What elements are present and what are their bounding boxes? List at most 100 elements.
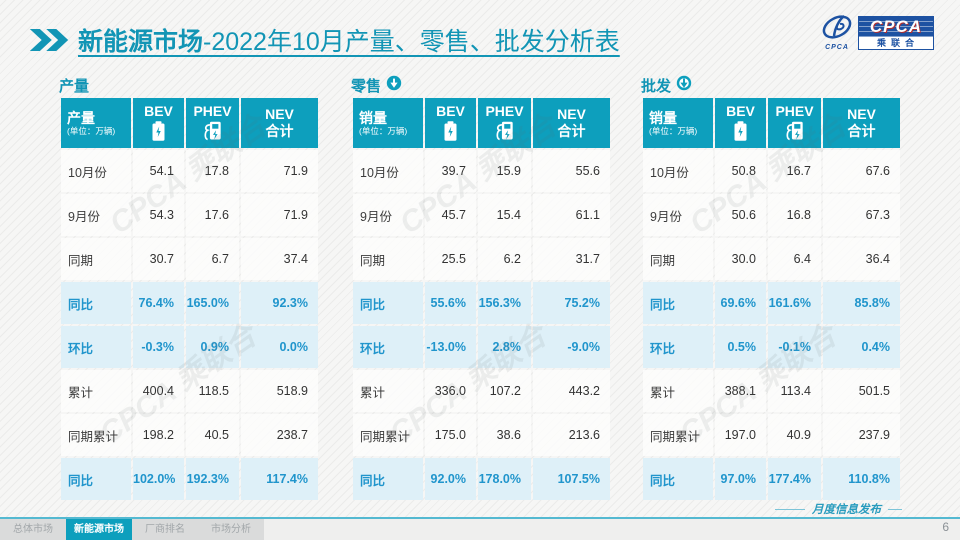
table-row: 同比 76.4% 165.0% 92.3%: [61, 282, 318, 324]
cell-value: 54.3: [133, 194, 184, 236]
table-corner-header: 销量 (单位：万辆): [643, 98, 713, 148]
cell-value: 178.0%: [478, 458, 531, 500]
col-header-nev: NEV 合计: [241, 98, 318, 148]
row-label: 同期累计: [61, 414, 131, 456]
table-row: 同期累计 197.0 40.9 237.9: [643, 414, 900, 456]
cell-value: 0.9%: [186, 326, 239, 368]
cell-value: 25.5: [425, 238, 476, 280]
cell-value: 388.1: [715, 370, 766, 412]
row-label: 环比: [353, 326, 423, 368]
cell-value: 0.0%: [241, 326, 318, 368]
footer-divider: [0, 517, 960, 519]
battery-icon: [444, 121, 457, 141]
row-label: 同期: [61, 238, 131, 280]
corner-label: 销量: [649, 109, 677, 126]
cell-value: 177.4%: [768, 458, 821, 500]
cpca-wordmark-text: CPCA: [859, 16, 933, 37]
row-label: 9月份: [353, 194, 423, 236]
cell-value: 197.0: [715, 414, 766, 456]
cpca-emblem-icon: CPCA: [820, 14, 854, 51]
cell-value: 175.0: [425, 414, 476, 456]
footer-note: 月度信息发布: [775, 501, 902, 517]
cell-value: 17.6: [186, 194, 239, 236]
row-label: 同比: [353, 458, 423, 500]
cell-value: 76.4%: [133, 282, 184, 324]
section-title: 批发: [641, 77, 672, 95]
battery-icon: [152, 121, 165, 141]
cell-value: 6.2: [478, 238, 531, 280]
cell-value: 16.8: [768, 194, 821, 236]
row-label: 9月份: [61, 194, 131, 236]
cell-value: 107.2: [478, 370, 531, 412]
retail-table-section: 零售 销量 (单位：万辆) BEV PHEV NEV 合计 10月份 39.7 15.9 55.6…: [351, 75, 612, 502]
row-label: 同期: [353, 238, 423, 280]
row-label: 同比: [353, 282, 423, 324]
nav-tab-1[interactable]: 新能源市场: [66, 519, 132, 540]
charging-station-icon: [203, 121, 221, 141]
table-row: 同比 55.6% 156.3% 75.2%: [353, 282, 610, 324]
cell-value: 15.4: [478, 194, 531, 236]
cell-value: 443.2: [533, 370, 610, 412]
col-header-phev: PHEV: [478, 98, 531, 148]
wholesale-table-section: 批发 销量 (单位：万辆) BEV PHEV NEV 合计 10月份 50.8 16.7 67.6…: [641, 75, 902, 502]
row-label: 环比: [61, 326, 131, 368]
cell-value: -13.0%: [425, 326, 476, 368]
cell-value: 237.9: [823, 414, 900, 456]
cell-value: 117.4%: [241, 458, 318, 500]
cell-value: 71.9: [241, 194, 318, 236]
table-row: 同期 25.5 6.2 31.7: [353, 238, 610, 280]
cpca-wordmark-sub: 乘联合: [859, 36, 933, 49]
col-header-nev: NEV 合计: [533, 98, 610, 148]
row-label: 10月份: [643, 150, 713, 192]
cell-value: 31.7: [533, 238, 610, 280]
table-row: 同比 97.0% 177.4% 110.8%: [643, 458, 900, 500]
nav-tab-2[interactable]: 厂商排名: [132, 519, 198, 540]
col-header-bev: BEV: [133, 98, 184, 148]
cell-value: -0.1%: [768, 326, 821, 368]
row-label: 同比: [61, 458, 131, 500]
charging-station-icon: [785, 121, 803, 141]
production-table: 产量 (单位：万辆) BEV PHEV NEV 合计 10月份 54.1 17.8 71.9 9月份…: [59, 96, 320, 502]
table-row: 同比 92.0% 178.0% 107.5%: [353, 458, 610, 500]
row-label: 同比: [643, 282, 713, 324]
row-label: 9月份: [643, 194, 713, 236]
cell-value: 67.3: [823, 194, 900, 236]
row-label: 累计: [643, 370, 713, 412]
section-title: 零售: [351, 77, 382, 95]
cell-value: 198.2: [133, 414, 184, 456]
circle-down-arrow-icon: [676, 75, 692, 96]
table-row: 累计 336.0 107.2 443.2: [353, 370, 610, 412]
page-title-rest: -2022年10月产量、零售、批发分析表: [203, 28, 620, 56]
cell-value: 518.9: [241, 370, 318, 412]
cell-value: 118.5: [186, 370, 239, 412]
nav-tab-0[interactable]: 总体市场: [0, 519, 66, 540]
section-title: 产量: [59, 77, 90, 95]
cell-value: 50.8: [715, 150, 766, 192]
retail-table: 销量 (单位：万辆) BEV PHEV NEV 合计 10月份 39.7 15.9 55.6 9月份…: [351, 96, 612, 502]
cell-value: 161.6%: [768, 282, 821, 324]
cell-value: 165.0%: [186, 282, 239, 324]
corner-unit: (单位：万辆): [359, 125, 408, 136]
cell-value: 17.8: [186, 150, 239, 192]
table-row: 同比 69.6% 161.6% 85.8%: [643, 282, 900, 324]
nav-tab-3[interactable]: 市场分析: [198, 519, 264, 540]
page-number: 6: [942, 520, 949, 534]
cell-value: 6.4: [768, 238, 821, 280]
double-chevron-icon: [29, 29, 69, 51]
cell-value: 501.5: [823, 370, 900, 412]
dash-line: [775, 508, 805, 510]
cell-value: 192.3%: [186, 458, 239, 500]
row-label: 累计: [353, 370, 423, 412]
row-label: 同比: [61, 282, 131, 324]
col-header-nev: NEV 合计: [823, 98, 900, 148]
cell-value: 40.5: [186, 414, 239, 456]
emblem-caption: CPCA: [825, 44, 849, 51]
cell-value: 30.0: [715, 238, 766, 280]
cell-value: 75.2%: [533, 282, 610, 324]
table-row: 10月份 39.7 15.9 55.6: [353, 150, 610, 192]
table-row: 环比 -13.0% 2.8% -9.0%: [353, 326, 610, 368]
cell-value: 37.4: [241, 238, 318, 280]
corner-unit: (单位：万辆): [67, 125, 116, 136]
cell-value: 69.6%: [715, 282, 766, 324]
cell-value: 97.0%: [715, 458, 766, 500]
